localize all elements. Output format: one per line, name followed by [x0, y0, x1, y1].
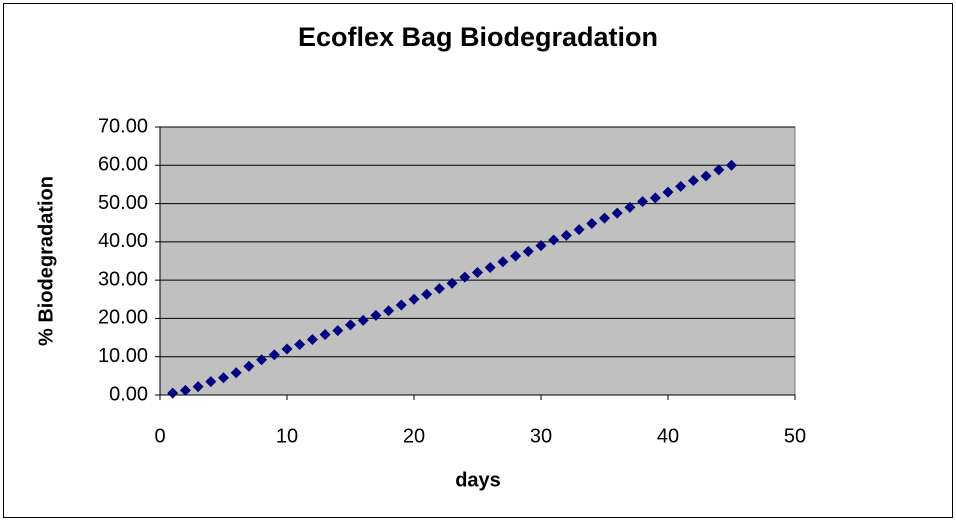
data-point	[243, 360, 255, 372]
data-point	[395, 299, 407, 311]
data-point	[446, 277, 458, 289]
data-point	[599, 212, 610, 224]
chart-title: Ecoflex Bag Biodegradation	[298, 22, 658, 52]
data-point	[332, 325, 344, 337]
x-tick-label: 30	[530, 425, 552, 447]
plot-area	[159, 126, 796, 396]
data-point	[408, 293, 420, 305]
data-point	[573, 224, 585, 236]
data-point	[535, 240, 547, 252]
data-point	[624, 201, 636, 213]
data-point	[560, 229, 572, 241]
data-point	[230, 367, 242, 379]
data-point	[713, 164, 725, 176]
data-point	[357, 314, 369, 326]
data-point	[637, 196, 649, 208]
x-tick-label: 10	[276, 425, 298, 447]
data-point	[345, 319, 356, 331]
data-point	[548, 234, 560, 246]
data-point	[281, 343, 293, 355]
y-tick-label: 0.00	[109, 383, 148, 405]
data-point	[218, 372, 229, 384]
data-point	[370, 309, 382, 321]
data-point	[256, 354, 268, 366]
data-point	[421, 288, 433, 300]
y-tick-label: 60.00	[98, 154, 148, 176]
y-axis-label: % Biodegradation	[35, 176, 57, 346]
data-point	[294, 338, 306, 350]
data-point	[306, 333, 318, 345]
y-tick-label: 10.00	[98, 345, 148, 367]
x-tick-label: 40	[657, 425, 679, 447]
data-point	[726, 159, 737, 171]
data-point	[268, 349, 280, 361]
data-point	[179, 384, 191, 396]
y-tick-label: 30.00	[98, 268, 148, 290]
x-axis-label: days	[455, 469, 501, 491]
data-point	[484, 262, 496, 274]
data-point	[586, 217, 598, 229]
data-point	[433, 283, 445, 295]
data-point	[510, 250, 522, 262]
data-point	[205, 376, 217, 388]
data-point	[611, 207, 623, 219]
data-point	[662, 186, 674, 198]
y-tick-label: 70.00	[98, 115, 148, 137]
data-point	[167, 387, 179, 399]
data-point	[192, 381, 204, 393]
data-point	[383, 305, 395, 317]
data-point	[522, 245, 534, 257]
x-tick-label: 0	[154, 425, 165, 447]
data-point	[472, 266, 483, 278]
data-point	[675, 180, 687, 192]
data-point	[700, 170, 712, 182]
x-tick-label: 20	[403, 425, 425, 447]
y-tick-label: 50.00	[98, 192, 148, 214]
x-tick-label: 50	[784, 425, 806, 447]
data-point	[459, 271, 471, 283]
y-tick-label: 40.00	[98, 230, 148, 252]
y-tick-label: 20.00	[98, 307, 148, 329]
data-point	[687, 175, 699, 187]
data-point	[319, 329, 331, 341]
data-point	[649, 192, 661, 204]
data-point	[497, 256, 509, 268]
